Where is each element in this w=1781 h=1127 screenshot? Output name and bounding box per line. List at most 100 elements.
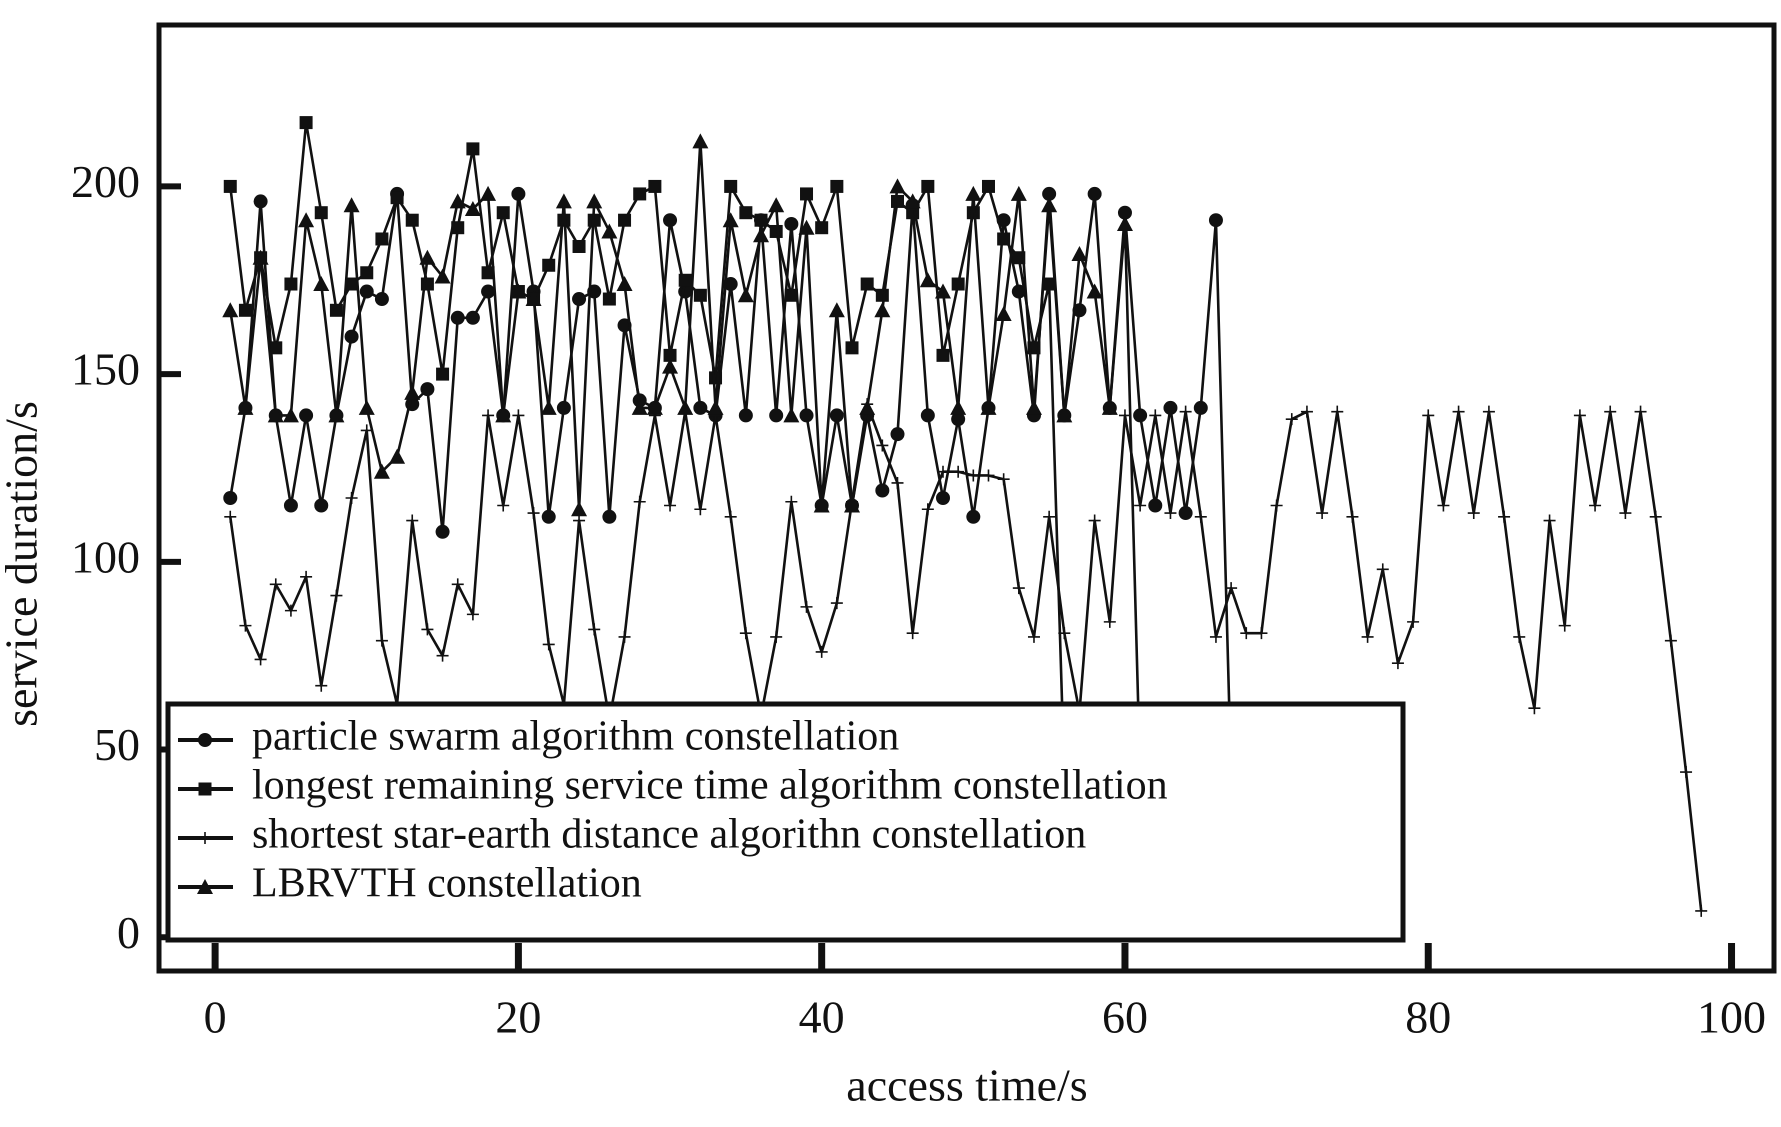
data-point	[997, 232, 1011, 246]
data-point	[436, 649, 449, 662]
data-point	[328, 407, 345, 423]
data-point	[1088, 514, 1101, 527]
data-point	[541, 509, 556, 524]
data-point	[1041, 197, 1058, 213]
data-point	[1346, 510, 1359, 523]
data-point	[1270, 499, 1283, 512]
data-point	[237, 399, 254, 415]
data-point	[525, 291, 542, 307]
data-point	[252, 249, 269, 265]
data-point	[1452, 405, 1465, 418]
data-point	[497, 499, 510, 512]
data-point	[906, 627, 919, 640]
data-point	[343, 197, 360, 213]
data-point	[466, 142, 480, 156]
data-point	[738, 408, 753, 423]
data-point	[692, 133, 709, 149]
data-point	[451, 578, 464, 591]
data-point	[1528, 702, 1541, 715]
data-point	[374, 292, 389, 307]
x-tick-label: 60	[1102, 992, 1148, 1043]
data-point	[1011, 284, 1026, 299]
data-point	[830, 597, 843, 610]
data-point	[1086, 283, 1103, 299]
data-point	[269, 341, 283, 355]
data-point	[284, 277, 298, 291]
data-point	[405, 213, 419, 227]
x-tick-label: 40	[799, 992, 845, 1043]
data-point	[722, 212, 739, 228]
data-point	[663, 348, 677, 362]
data-point	[919, 272, 936, 288]
data-point	[573, 514, 586, 527]
data-point	[1194, 510, 1207, 523]
data-point	[1116, 215, 1133, 231]
data-point	[1543, 514, 1556, 527]
data-point	[253, 194, 268, 209]
data-point	[784, 216, 799, 231]
data-point	[830, 179, 844, 193]
data-point	[527, 507, 540, 520]
data-point	[935, 491, 950, 505]
data-point	[904, 193, 921, 209]
series-line	[228, 402, 1703, 912]
data-point	[345, 492, 358, 504]
data-point	[1012, 582, 1025, 595]
data-point	[360, 266, 374, 280]
data-point	[829, 408, 844, 423]
plot-frame	[156, 22, 1777, 974]
data-point	[739, 206, 753, 220]
data-point	[282, 407, 299, 423]
data-point	[436, 367, 450, 381]
x-tick-label: 20	[495, 992, 541, 1043]
data-point	[1209, 630, 1222, 643]
data-point	[480, 185, 497, 201]
data-point	[420, 382, 435, 397]
data-point	[813, 497, 830, 513]
data-point	[254, 653, 267, 666]
data-point	[1634, 405, 1647, 418]
data-point	[633, 495, 646, 508]
data-point	[678, 273, 692, 287]
data-point	[1027, 630, 1040, 643]
data-point	[601, 223, 618, 239]
data-point	[284, 604, 297, 617]
data-point	[314, 206, 328, 220]
data-point	[1042, 277, 1056, 291]
data-point	[449, 193, 466, 209]
data-point	[345, 277, 359, 291]
data-point	[815, 221, 829, 235]
data-point	[663, 213, 678, 228]
data-point	[375, 232, 389, 246]
data-point	[950, 399, 967, 415]
data-point	[390, 191, 404, 205]
data-point	[875, 483, 890, 498]
data-point	[315, 679, 328, 692]
data-point	[450, 310, 465, 325]
data-point	[1695, 904, 1708, 917]
data-point	[785, 495, 798, 508]
data-point	[662, 358, 679, 374]
data-point	[997, 473, 1010, 486]
data-point	[1513, 630, 1526, 643]
data-point	[571, 501, 588, 517]
data-point	[921, 179, 935, 193]
data-point	[799, 408, 814, 423]
data-point	[648, 179, 662, 193]
data-point	[1043, 510, 1056, 523]
data-point	[844, 497, 861, 513]
data-point	[982, 469, 995, 482]
data-point	[921, 503, 934, 516]
data-point	[693, 288, 707, 302]
data-point	[1300, 405, 1313, 418]
data-point	[800, 600, 813, 613]
data-point	[1422, 409, 1435, 422]
data-point	[646, 399, 663, 415]
data-point	[330, 589, 343, 602]
data-point	[936, 465, 949, 478]
data-point	[419, 249, 436, 265]
data-point	[421, 623, 434, 636]
data-point	[435, 524, 450, 539]
data-point	[1149, 409, 1162, 422]
